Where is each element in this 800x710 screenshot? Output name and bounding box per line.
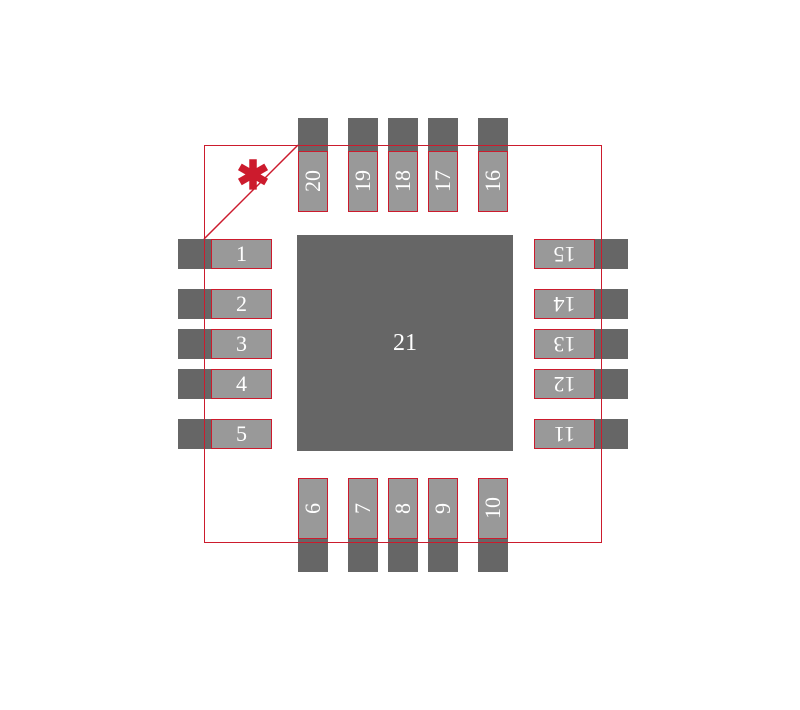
package-outline bbox=[204, 145, 602, 543]
footprint-canvas: 211234567891011121314151617181920✱ bbox=[0, 0, 800, 710]
